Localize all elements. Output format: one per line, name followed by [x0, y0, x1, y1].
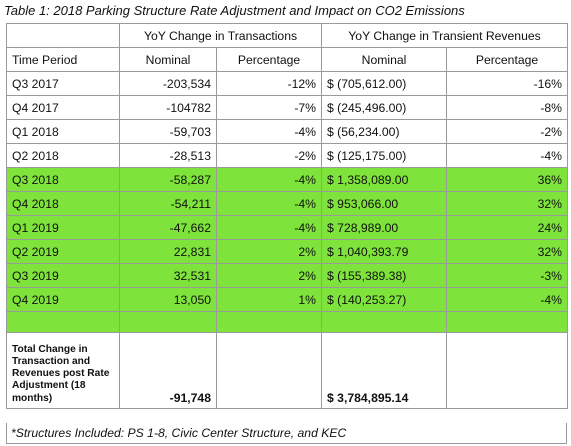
- time-period-cell: Q1 2019: [6, 215, 120, 240]
- table-row: Q4 2019 13,050 1% $ (140,253.27) -4%: [6, 287, 569, 312]
- transactions-nominal-cell: 22,831: [119, 239, 217, 264]
- transactions-group-header: YoY Change in Transactions: [118, 23, 323, 48]
- total-revenues-nominal: $ 3,784,895.14: [321, 332, 448, 409]
- total-transactions-nominal: -91,748: [119, 332, 217, 409]
- spacer-cell: [446, 311, 569, 333]
- revenues-nominal-cell: $ (140,253.27): [321, 287, 448, 312]
- time-period-cell: Q2 2019: [6, 239, 120, 264]
- revenues-nominal-cell: $ 1,358,089.00: [321, 167, 448, 192]
- transactions-percentage-cell: -7%: [215, 95, 323, 120]
- time-period-cell: Q3 2017: [6, 71, 120, 96]
- table-row: Q3 2018 -58,287 -4% $ 1,358,089.00 36%: [6, 167, 569, 192]
- time-period-cell: Q4 2019: [6, 287, 120, 312]
- revenues-nominal-cell: $ (705,612.00): [321, 71, 448, 96]
- column-header-trans-percentage: Percentage: [215, 47, 323, 72]
- revenues-percentage-cell: -8%: [446, 95, 569, 120]
- transactions-nominal-cell: -47,662: [119, 215, 217, 240]
- time-period-cell: Q4 2017: [6, 95, 120, 120]
- time-period-cell: Q1 2018: [6, 119, 120, 144]
- transactions-percentage-cell: -4%: [215, 119, 323, 144]
- revenues-percentage-cell: -2%: [446, 119, 569, 144]
- spacer-cell: [119, 311, 217, 333]
- total-row: Total Change in Transaction and Revenues…: [6, 332, 569, 409]
- revenues-nominal-cell: $ (245,496.00): [321, 95, 448, 120]
- total-label: Total Change in Transaction and Revenues…: [6, 332, 120, 409]
- transactions-percentage-cell: -12%: [215, 71, 323, 96]
- table-row: Q3 2019 32,531 2% $ (155,389.38) -3%: [6, 263, 569, 288]
- transactions-nominal-cell: -104782: [119, 95, 217, 120]
- spacer-cell: [6, 311, 120, 333]
- transactions-percentage-cell: -2%: [215, 143, 323, 168]
- revenues-percentage-cell: -3%: [446, 263, 569, 288]
- transactions-percentage-cell: 1%: [215, 287, 323, 312]
- empty-header-cell: [6, 23, 120, 48]
- transactions-percentage-cell: -4%: [215, 215, 323, 240]
- revenues-percentage-cell: -4%: [446, 143, 569, 168]
- revenues-percentage-cell: 32%: [446, 239, 569, 264]
- table-row: Q4 2017 -104782 -7% $ (245,496.00) -8%: [6, 95, 569, 120]
- transactions-nominal-cell: -28,513: [119, 143, 217, 168]
- total-empty-cell: [446, 332, 569, 409]
- column-header-time-period: Time Period: [6, 47, 120, 72]
- highlighted-spacer-row: [6, 311, 569, 333]
- time-period-cell: Q3 2019: [6, 263, 120, 288]
- transactions-nominal-cell: 32,531: [119, 263, 217, 288]
- revenues-percentage-cell: 24%: [446, 215, 569, 240]
- table-row: Q2 2018 -28,513 -2% $ (125,175.00) -4%: [6, 143, 569, 168]
- table-row: Q4 2018 -54,211 -4% $ 953,066.00 32%: [6, 191, 569, 216]
- transactions-percentage-cell: 2%: [215, 263, 323, 288]
- transactions-percentage-cell: -4%: [215, 191, 323, 216]
- transactions-nominal-cell: -58,287: [119, 167, 217, 192]
- time-period-cell: Q4 2018: [6, 191, 120, 216]
- column-header-row: Time Period Nominal Percentage Nominal P…: [6, 47, 569, 72]
- table-caption: Table 1: 2018 Parking Structure Rate Adj…: [4, 3, 465, 18]
- revenues-percentage-cell: 36%: [446, 167, 569, 192]
- table-row: Q3 2017 -203,534 -12% $ (705,612.00) -16…: [6, 71, 569, 96]
- transactions-percentage-cell: 2%: [215, 239, 323, 264]
- rate-adjustment-table: YoY Change in Transactions YoY Change in…: [6, 23, 569, 409]
- revenues-percentage-cell: -16%: [446, 71, 569, 96]
- spacer-cell: [321, 311, 448, 333]
- revenues-percentage-cell: 32%: [446, 191, 569, 216]
- revenues-group-header: YoY Change in Transient Revenues: [321, 23, 569, 48]
- group-header-row: YoY Change in Transactions YoY Change in…: [6, 23, 569, 48]
- column-header-trans-nominal: Nominal: [119, 47, 217, 72]
- revenues-nominal-cell: $ 728,989.00: [321, 215, 448, 240]
- column-header-rev-percentage: Percentage: [446, 47, 569, 72]
- revenues-nominal-cell: $ (125,175.00): [321, 143, 448, 168]
- revenues-nominal-cell: $ 1,040,393.79: [321, 239, 448, 264]
- transactions-nominal-cell: 13,050: [119, 287, 217, 312]
- revenues-percentage-cell: -4%: [446, 287, 569, 312]
- table-row: Q2 2019 22,831 2% $ 1,040,393.79 32%: [6, 239, 569, 264]
- table-row: Q1 2018 -59,703 -4% $ (56,234.00) -2%: [6, 119, 569, 144]
- total-empty-cell: [215, 332, 323, 409]
- transactions-nominal-cell: -54,211: [119, 191, 217, 216]
- footnote: *Structures Included: PS 1-8, Civic Cent…: [6, 423, 567, 444]
- time-period-cell: Q3 2018: [6, 167, 120, 192]
- revenues-nominal-cell: $ (155,389.38): [321, 263, 448, 288]
- revenues-nominal-cell: $ 953,066.00: [321, 191, 448, 216]
- column-header-rev-nominal: Nominal: [321, 47, 448, 72]
- spacer-cell: [215, 311, 323, 333]
- transactions-percentage-cell: -4%: [215, 167, 323, 192]
- table-body: Q3 2017 -203,534 -12% $ (705,612.00) -16…: [6, 71, 569, 409]
- table-row: Q1 2019 -47,662 -4% $ 728,989.00 24%: [6, 215, 569, 240]
- transactions-nominal-cell: -59,703: [119, 119, 217, 144]
- time-period-cell: Q2 2018: [6, 143, 120, 168]
- transactions-nominal-cell: -203,534: [119, 71, 217, 96]
- revenues-nominal-cell: $ (56,234.00): [321, 119, 448, 144]
